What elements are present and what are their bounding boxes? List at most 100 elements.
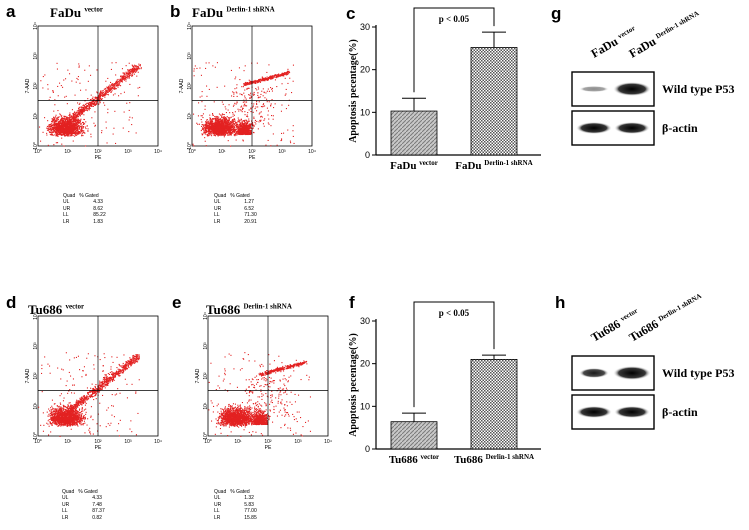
y-tick-label: 10² <box>203 372 209 380</box>
panel-letter-a: a <box>6 2 16 21</box>
y-axis-label: 7-AAD <box>25 368 31 383</box>
stats-row: LL 85.22 <box>63 212 110 218</box>
y-tick-label: 10¹ <box>33 112 39 120</box>
stats-row: UR 6.52 <box>214 206 261 212</box>
y-tick-label: 10² <box>187 82 193 90</box>
x-tick-label: 10⁴ <box>308 149 316 155</box>
y-axis-label: 7-AAD <box>25 78 31 93</box>
dot-cloud <box>39 62 142 147</box>
x-tick-label: 10⁴ <box>324 439 332 445</box>
x-tick-label: 10⁴ <box>154 149 162 155</box>
x-tick-label: 10¹ <box>218 149 226 155</box>
stats-row: LL 71.30 <box>214 212 261 218</box>
stats-row: UR 5.83 <box>214 502 261 508</box>
band-p53-vector <box>579 86 609 92</box>
band-p53-vector <box>579 368 609 378</box>
x-tick-label: 10¹ <box>64 439 72 445</box>
y-tick-label: 30 <box>360 22 370 32</box>
lane-label: FaDu Derlin-1 shRNA <box>627 8 703 60</box>
stats-quadrant: LR <box>214 218 221 225</box>
y-tick-label: 10¹ <box>187 112 193 120</box>
x-axis-label: PE <box>95 155 102 161</box>
stats-header-cell: % Gated <box>79 193 99 199</box>
y-tick-label: 10⁴ <box>187 22 193 30</box>
y-tick-label: 10¹ <box>33 402 39 410</box>
stats-value: 1.83 <box>93 218 103 225</box>
lane-label: Tu686 Derlin-1 shRNA <box>627 291 706 345</box>
bar <box>390 421 438 450</box>
y-tick-label: 10³ <box>33 342 39 350</box>
stats-header-cell: Quad <box>214 193 227 199</box>
stats-header-cell: Quad <box>62 489 75 495</box>
stats-value: 0.82 <box>92 514 102 521</box>
stats-row: UL 4.33 <box>63 199 110 205</box>
x-tick-label: 10⁰ <box>34 149 42 155</box>
stats-quadrant: UL <box>62 495 69 502</box>
y-tick-label: 10⁰ <box>203 432 209 440</box>
significance-label: p < 0.05 <box>439 308 470 318</box>
stats-quadrant: UL <box>214 495 221 502</box>
stats-quadrant: LL <box>63 212 69 219</box>
bar <box>470 359 518 450</box>
bar <box>470 47 518 156</box>
stats-quadrant: UL <box>63 199 70 206</box>
panel-letter-g: g <box>551 4 562 23</box>
stats-header-cell: Quad <box>214 489 227 495</box>
band-actin-shrna <box>614 122 650 134</box>
dot-cloud <box>208 352 311 437</box>
stats-value: 5.83 <box>244 501 254 508</box>
stats-quadrant: LR <box>62 514 69 521</box>
stats-value: 20.91 <box>244 218 257 225</box>
stats-table-b: Quad% Gated UL 1.27 UR 6.52 LL 71.30 LR 20.91 <box>214 193 261 225</box>
x-axis-label: PE <box>95 445 102 451</box>
stats-value: 8.62 <box>93 205 103 212</box>
y-tick-label: 30 <box>360 316 370 326</box>
stats-quadrant: LR <box>63 218 70 225</box>
stats-quadrant: UR <box>214 205 222 212</box>
y-tick-label: 10³ <box>187 52 193 60</box>
stats-table: Quad% Gated UL 4.33 UR 7.48 LL 87.37 LR 0.82 <box>62 489 109 521</box>
x-tick-label: 10⁰ <box>188 149 196 155</box>
stats-table: Quad% Gated UL 1.27 UR 6.52 LL 71.30 LR 20.91 <box>214 193 261 225</box>
stats-value: 1.27 <box>244 199 254 206</box>
stats-value: 71.30 <box>244 212 257 219</box>
stats-value: 4.33 <box>92 495 102 502</box>
x-tick-label: 10² <box>264 439 272 445</box>
stats-value: 1.32 <box>244 495 254 502</box>
y-tick-label: 20 <box>360 359 370 369</box>
x-tick-label: 10² <box>248 149 256 155</box>
y-tick-label: 0 <box>365 444 370 454</box>
y-tick-label: 10² <box>33 82 39 90</box>
band-actin-vector <box>576 406 612 418</box>
stats-value: 87.37 <box>92 508 105 515</box>
significance-bracket <box>413 7 495 93</box>
y-tick-label: 10 <box>360 401 370 411</box>
y-tick-label: 10³ <box>203 342 209 350</box>
x-tick-label: 10³ <box>124 149 132 155</box>
y-tick-label: 10³ <box>33 52 39 60</box>
stats-value: 77.00 <box>244 508 257 515</box>
x-tick-label: 10² <box>94 149 102 155</box>
band-label-p53: Wild type P53 <box>662 366 734 380</box>
stats-value: 6.52 <box>244 205 254 212</box>
band-label-actin: β-actin <box>662 405 698 419</box>
stats-row: UR 8.62 <box>63 206 110 212</box>
stats-row: LR 15.85 <box>214 515 261 521</box>
significance-bracket <box>413 301 495 408</box>
panel-letter-e: e <box>172 293 182 312</box>
significance-label: p < 0.05 <box>439 14 470 24</box>
x-tick-label: Tu686 Derlin-1 shRNA <box>454 453 534 466</box>
stats-table-d: Quad% Gated UL 4.33 UR 7.48 LL 87.37 LR 0.82 <box>62 489 109 521</box>
x-tick-label: 10³ <box>124 439 132 445</box>
panel-letter-c: c <box>346 4 356 23</box>
band-actin-vector <box>576 122 612 134</box>
stats-row: UL 4.33 <box>62 495 109 501</box>
stats-quadrant: LL <box>214 508 220 515</box>
panel-e-title: Tu686 Derlin-1 shRNA <box>206 302 292 317</box>
